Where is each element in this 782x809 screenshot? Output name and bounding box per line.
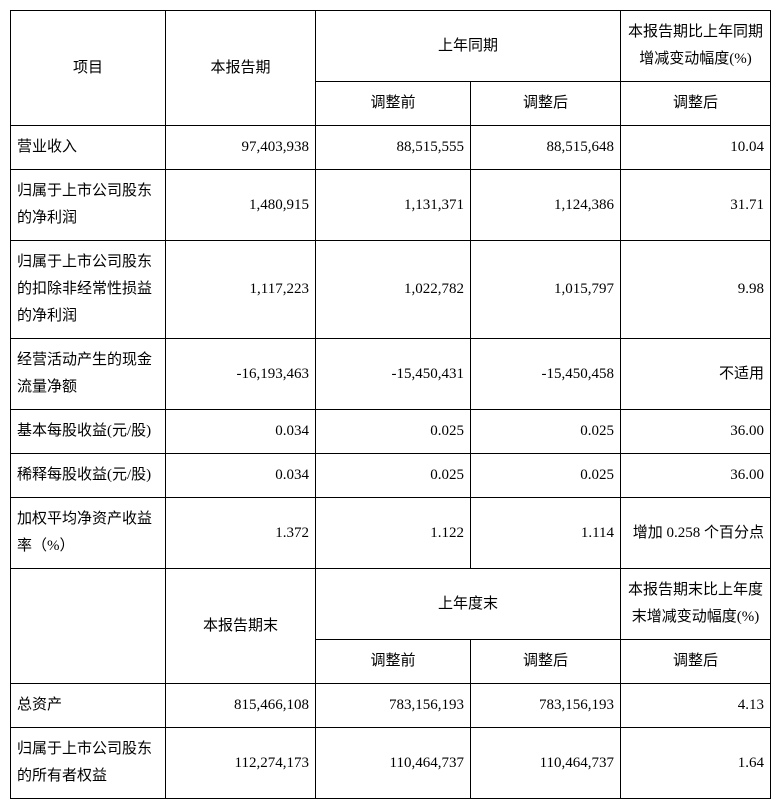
header-row-2: 本报告期末 上年度末 本报告期末比上年度末增减变动幅度(%) — [11, 569, 771, 640]
table-row: 归属于上市公司股东的净利润 1,480,915 1,131,371 1,124,… — [11, 170, 771, 241]
cell-current: 1.372 — [166, 498, 316, 569]
col-item: 项目 — [11, 11, 166, 126]
cell-current: 1,117,223 — [166, 241, 316, 339]
table-row: 基本每股收益(元/股) 0.034 0.025 0.025 36.00 — [11, 410, 771, 454]
cell-pre: -15,450,431 — [316, 339, 471, 410]
row-label: 基本每股收益(元/股) — [11, 410, 166, 454]
cell-change: 31.71 — [621, 170, 771, 241]
cell-change: 增加 0.258 个百分点 — [621, 498, 771, 569]
financial-table: 项目 本报告期 上年同期 本报告期比上年同期增减变动幅度(%) 调整前 调整后 … — [10, 10, 771, 799]
cell-pre: 1.122 — [316, 498, 471, 569]
cell-pre: 1,022,782 — [316, 241, 471, 339]
cell-current: 97,403,938 — [166, 126, 316, 170]
row-label: 稀释每股收益(元/股) — [11, 454, 166, 498]
table-row: 经营活动产生的现金流量净额 -16,193,463 -15,450,431 -1… — [11, 339, 771, 410]
cell-change: 不适用 — [621, 339, 771, 410]
row-label: 营业收入 — [11, 126, 166, 170]
cell-pre: 0.025 — [316, 410, 471, 454]
cell-change: 9.98 — [621, 241, 771, 339]
col-prior-end-post: 调整后 — [471, 640, 621, 684]
col-current: 本报告期 — [166, 11, 316, 126]
cell-current: 815,466,108 — [166, 684, 316, 728]
col-blank — [11, 569, 166, 684]
table-row: 归属于上市公司股东的扣除非经常性损益的净利润 1,117,223 1,022,7… — [11, 241, 771, 339]
cell-current: 1,480,915 — [166, 170, 316, 241]
cell-post: 783,156,193 — [471, 684, 621, 728]
cell-post: 1.114 — [471, 498, 621, 569]
col-change-post: 调整后 — [621, 82, 771, 126]
table-row: 稀释每股收益(元/股) 0.034 0.025 0.025 36.00 — [11, 454, 771, 498]
cell-change: 10.04 — [621, 126, 771, 170]
cell-post: 0.025 — [471, 410, 621, 454]
cell-change: 36.00 — [621, 454, 771, 498]
col-current-end: 本报告期末 — [166, 569, 316, 684]
cell-current: 0.034 — [166, 454, 316, 498]
col-prior-post: 调整后 — [471, 82, 621, 126]
table-row: 加权平均净资产收益率（%） 1.372 1.122 1.114 增加 0.258… — [11, 498, 771, 569]
row-label: 归属于上市公司股东的所有者权益 — [11, 728, 166, 799]
col-prior-end-pre: 调整前 — [316, 640, 471, 684]
cell-post: 1,015,797 — [471, 241, 621, 339]
col-change-end: 本报告期末比上年度末增减变动幅度(%) — [621, 569, 771, 640]
header-row-1: 项目 本报告期 上年同期 本报告期比上年同期增减变动幅度(%) — [11, 11, 771, 82]
cell-change: 1.64 — [621, 728, 771, 799]
table-row: 总资产 815,466,108 783,156,193 783,156,193 … — [11, 684, 771, 728]
cell-pre: 0.025 — [316, 454, 471, 498]
col-change-end-post: 调整后 — [621, 640, 771, 684]
cell-current: -16,193,463 — [166, 339, 316, 410]
row-label: 总资产 — [11, 684, 166, 728]
row-label: 加权平均净资产收益率（%） — [11, 498, 166, 569]
col-prior-end: 上年度末 — [316, 569, 621, 640]
col-change: 本报告期比上年同期增减变动幅度(%) — [621, 11, 771, 82]
table-row: 营业收入 97,403,938 88,515,555 88,515,648 10… — [11, 126, 771, 170]
cell-post: -15,450,458 — [471, 339, 621, 410]
cell-pre: 88,515,555 — [316, 126, 471, 170]
cell-current: 0.034 — [166, 410, 316, 454]
cell-post: 1,124,386 — [471, 170, 621, 241]
cell-post: 88,515,648 — [471, 126, 621, 170]
cell-post: 110,464,737 — [471, 728, 621, 799]
col-prior-pre: 调整前 — [316, 82, 471, 126]
cell-current: 112,274,173 — [166, 728, 316, 799]
cell-post: 0.025 — [471, 454, 621, 498]
cell-change: 4.13 — [621, 684, 771, 728]
cell-pre: 783,156,193 — [316, 684, 471, 728]
row-label: 归属于上市公司股东的净利润 — [11, 170, 166, 241]
cell-pre: 110,464,737 — [316, 728, 471, 799]
cell-change: 36.00 — [621, 410, 771, 454]
table-row: 归属于上市公司股东的所有者权益 112,274,173 110,464,737 … — [11, 728, 771, 799]
row-label: 归属于上市公司股东的扣除非经常性损益的净利润 — [11, 241, 166, 339]
cell-pre: 1,131,371 — [316, 170, 471, 241]
col-prior: 上年同期 — [316, 11, 621, 82]
row-label: 经营活动产生的现金流量净额 — [11, 339, 166, 410]
